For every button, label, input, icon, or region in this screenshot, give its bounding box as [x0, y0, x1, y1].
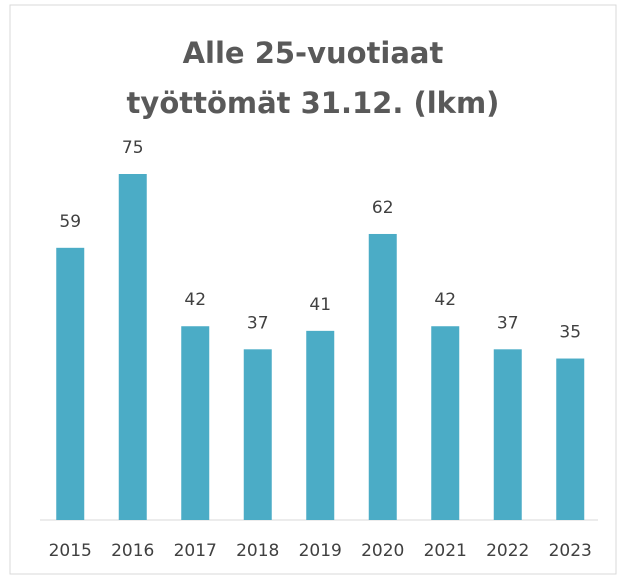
- x-tick-label: 2019: [299, 541, 342, 561]
- x-tick-label: 2022: [486, 541, 529, 561]
- chart-border: [9, 4, 617, 575]
- data-label: 42: [434, 290, 456, 310]
- x-tick-label: 2021: [424, 541, 467, 561]
- x-tick-label: 2016: [111, 541, 154, 561]
- x-tick-label: 2023: [549, 541, 592, 561]
- data-label: 37: [497, 313, 519, 333]
- bar: [556, 358, 585, 520]
- bar: [181, 326, 210, 520]
- x-tick-label: 2018: [236, 541, 279, 561]
- bar: [431, 326, 460, 520]
- bar: [56, 247, 85, 520]
- chart-title: Alle 25-vuotiaat työttömät 31.12. (lkm): [126, 36, 500, 120]
- data-label: 42: [184, 290, 206, 310]
- data-label: 35: [559, 323, 581, 343]
- data-label: 37: [247, 313, 269, 333]
- bar: [243, 349, 272, 520]
- data-label: 75: [122, 138, 144, 158]
- bar: [493, 349, 522, 520]
- x-tick-label: 2015: [49, 541, 92, 561]
- bar: [306, 330, 335, 520]
- bar: [118, 174, 147, 520]
- data-label: 62: [372, 198, 394, 218]
- data-label: 59: [59, 212, 81, 232]
- x-tick-label: 2017: [174, 541, 217, 561]
- bar: [368, 233, 397, 520]
- x-tick-label: 2020: [361, 541, 404, 561]
- data-label: 41: [309, 295, 331, 315]
